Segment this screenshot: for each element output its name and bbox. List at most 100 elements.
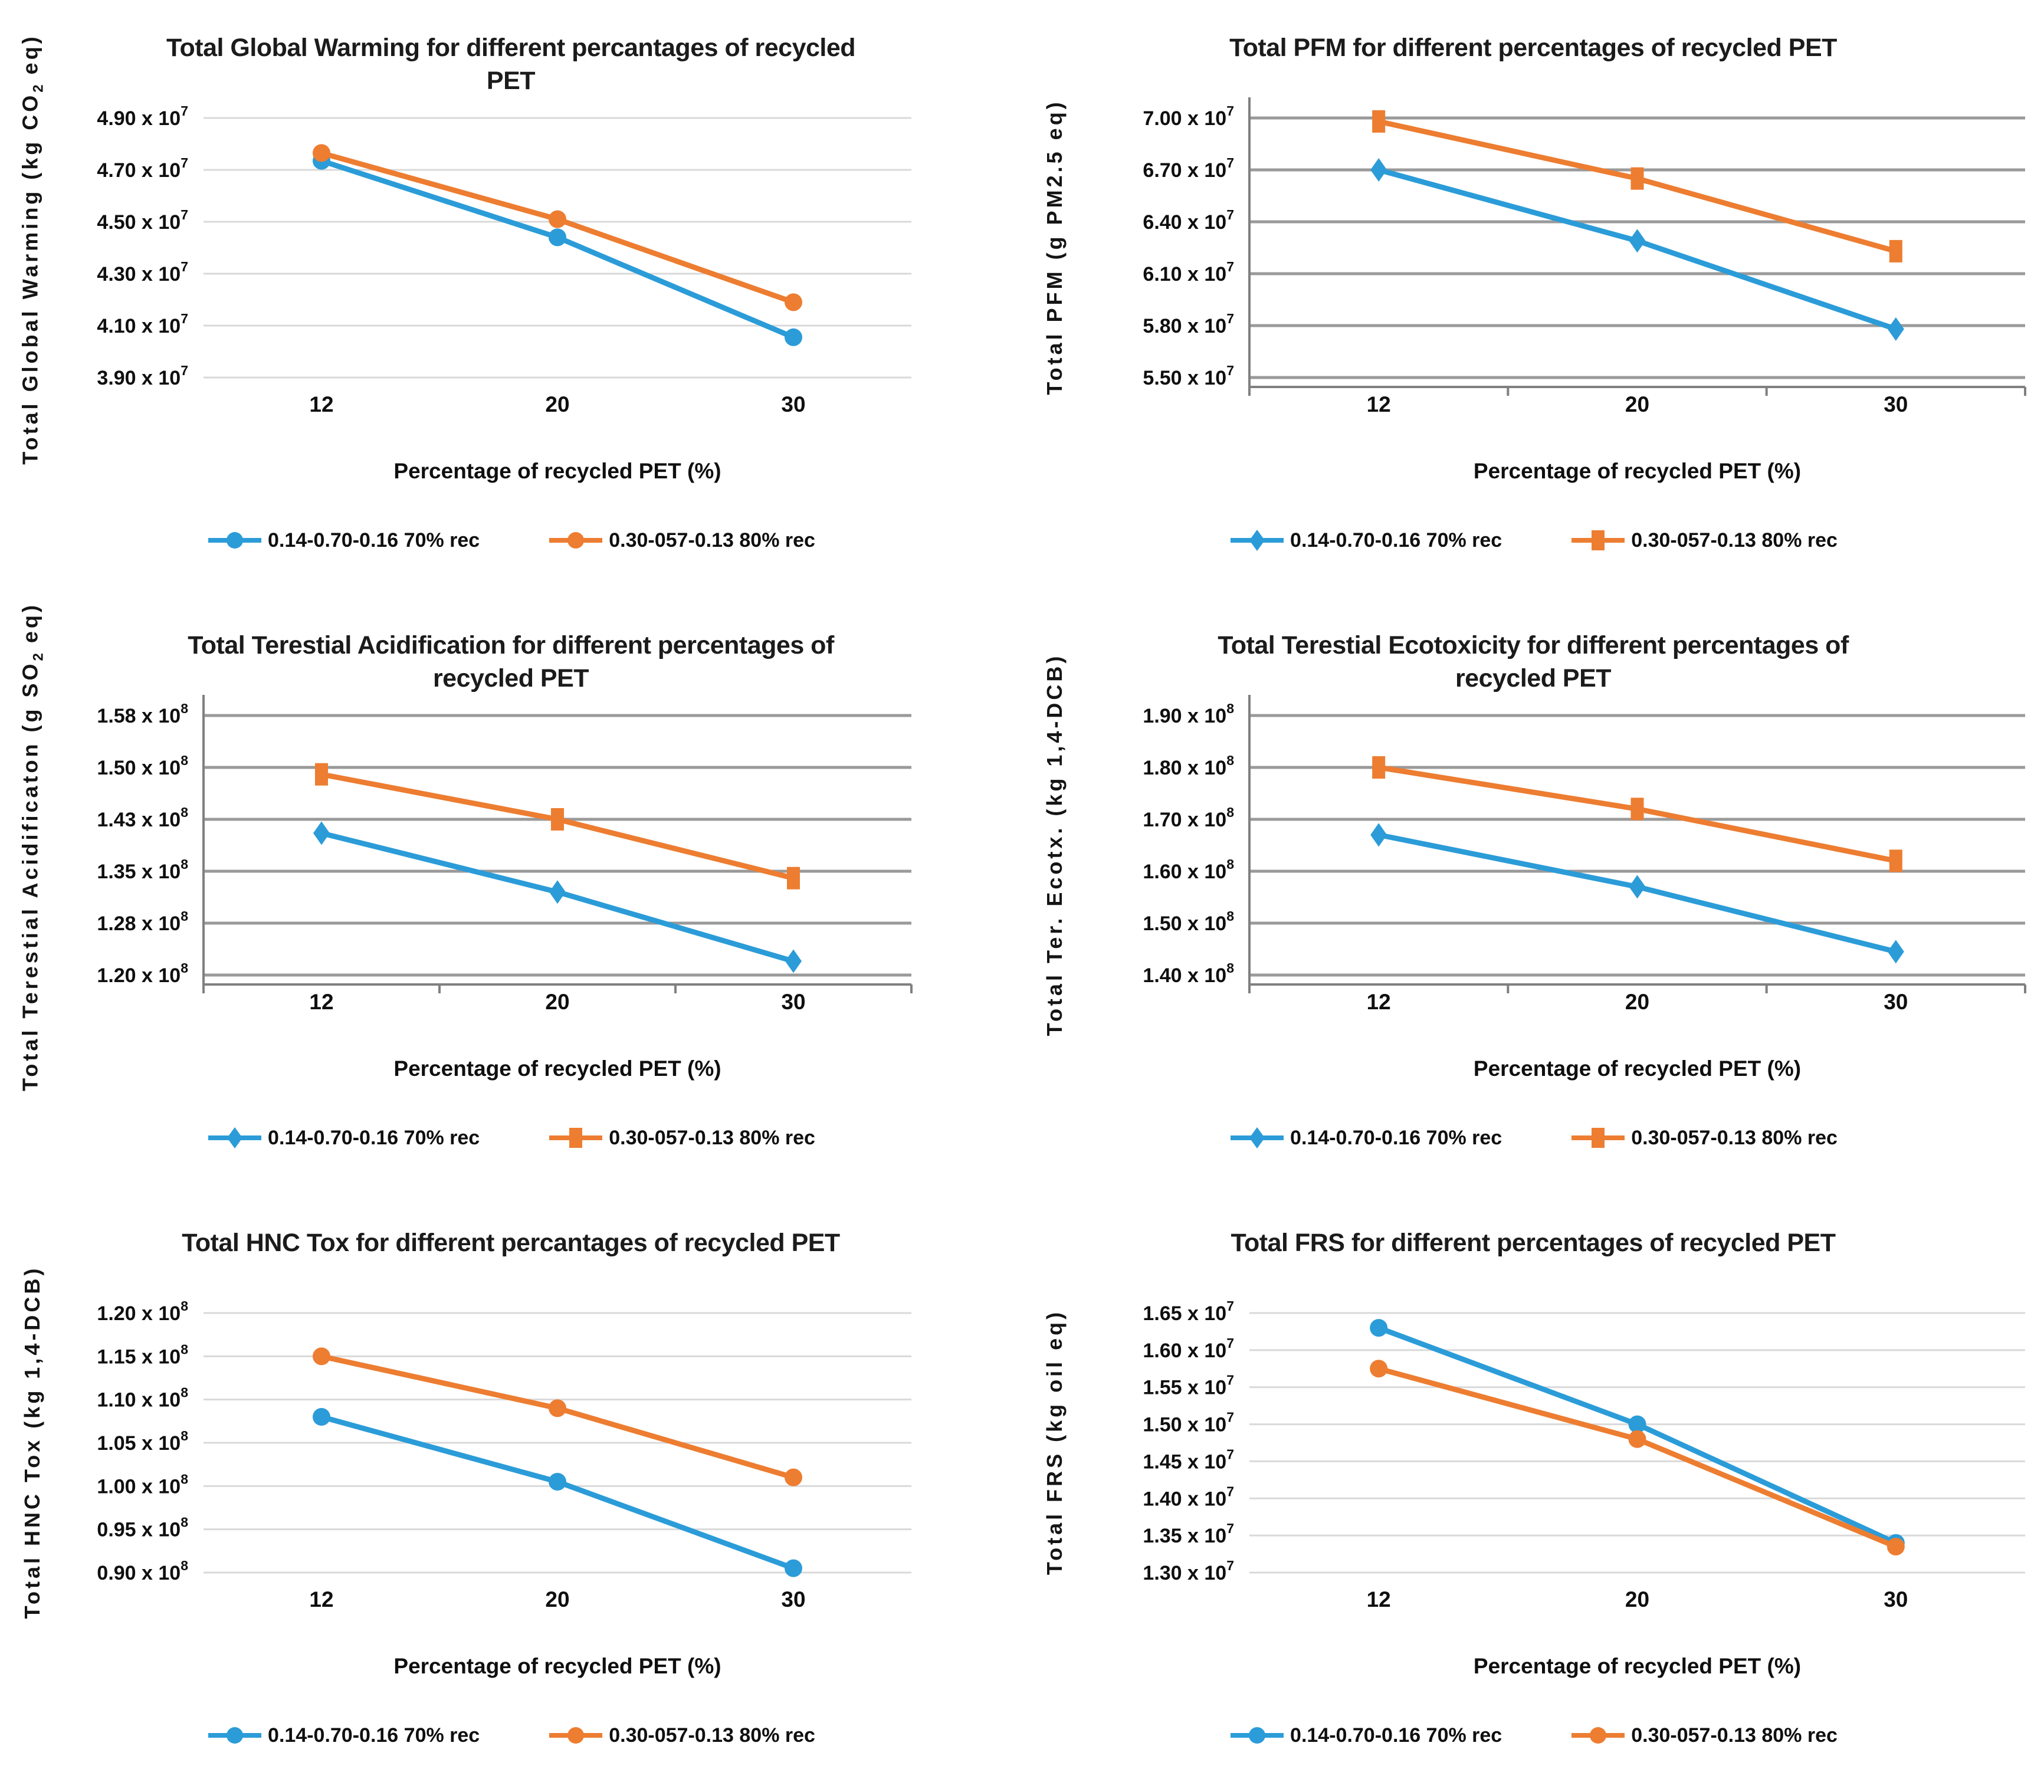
y-tick-label: 1.80 x 108 xyxy=(1143,753,1234,779)
legend-marker-icon xyxy=(549,1727,603,1744)
y-tick-label: 1.50 x 108 xyxy=(1143,908,1234,935)
legend-label: 0.14-0.70-0.16 70% rec xyxy=(1290,1126,1502,1149)
y-tick-labels: 1.65 x 107 1.60 x 107 1.55 x 107 1.50 x 107… xyxy=(1143,1298,1234,1584)
x-tick-labels: 12 20 30 xyxy=(204,990,911,1015)
x-tick-labels: 12 20 30 xyxy=(204,392,911,417)
gridlines xyxy=(204,117,911,379)
data-point-marker xyxy=(785,1468,802,1486)
data-point-marker xyxy=(1628,1415,1646,1433)
legend-marker-icon xyxy=(1571,530,1625,550)
chart-title: Total PFM for different percentages of r… xyxy=(1229,33,1837,62)
y-tick-label: 1.15 x 108 xyxy=(97,1341,188,1368)
legend-marker-icon xyxy=(549,1128,603,1148)
legend-marker-icon xyxy=(208,532,262,549)
y-tick-label: 1.30 x 107 xyxy=(1143,1558,1234,1584)
axis-lines xyxy=(1248,695,2026,993)
series-blue xyxy=(313,1408,802,1577)
series-blue xyxy=(313,152,802,346)
y-tick-labels: 4.90 x 107 4.70 x 107 4.50 x 107 4.30 x 107… xyxy=(97,103,188,389)
x-axis-label: Percentage of recycled PET (%) xyxy=(1473,459,1802,483)
data-point-marker xyxy=(1370,158,1387,182)
chart-title: Total HNC Tox for different percantages … xyxy=(182,1228,840,1257)
x-tick-label: 30 xyxy=(781,1587,806,1612)
legend-item: 0.30-057-0.13 80% rec xyxy=(547,527,815,554)
gridlines xyxy=(204,1312,911,1574)
legend-marker-icon xyxy=(1571,1727,1625,1744)
y-tick-label: 1.50 x 108 xyxy=(97,753,188,779)
x-tick-label: 20 xyxy=(545,990,570,1014)
axis-lines xyxy=(1248,97,2026,396)
y-tick-label: 6.70 x 107 xyxy=(1143,155,1234,182)
legend-label: 0.14-0.70-0.16 70% rec xyxy=(268,1126,480,1149)
y-tick-labels: 7.00 x 107 6.70 x 107 6.40 x 107 6.10 x 107… xyxy=(1143,103,1234,389)
legend-item: 0.14-0.70-0.16 70% rec xyxy=(206,527,480,554)
x-tick-label: 12 xyxy=(1366,392,1391,416)
y-tick-label: 0.90 x 108 xyxy=(97,1558,188,1584)
y-tick-label: 1.70 x 108 xyxy=(1143,805,1234,831)
data-point-marker xyxy=(549,1399,566,1417)
chart-total-pfm: Total PFM for different percentages of r… xyxy=(1022,0,2044,597)
legend-label: 0.30-057-0.13 80% rec xyxy=(609,529,815,552)
x-tick-labels: 12 20 30 xyxy=(1249,392,2025,417)
legend-marker-icon xyxy=(1231,1727,1284,1744)
x-axis-label: Percentage of recycled PET (%) xyxy=(1473,1654,1802,1678)
y-tick-label: 4.70 x 107 xyxy=(97,155,188,182)
plot-area: 1.58 x 108 1.50 x 108 1.43 x 108 1.35 x 108… xyxy=(97,695,913,993)
y-tick-labels: 1.20 x 108 1.15 x 108 1.10 x 108 1.05 x 108… xyxy=(97,1298,188,1584)
series-blue xyxy=(1370,158,1904,341)
plot-area: 1.90 x 108 1.80 x 108 1.70 x 108 1.60 x 108… xyxy=(1143,695,2026,993)
chart-total-terestial-ecotoxicity: Total Terestial Ecotoxicity for differen… xyxy=(1022,598,2044,1194)
legend-item: 0.30-057-0.13 80% rec xyxy=(547,1722,815,1749)
series-orange xyxy=(313,1347,802,1486)
x-tick-label: 20 xyxy=(545,392,570,416)
x-tick-label: 20 xyxy=(1625,392,1650,416)
data-point-marker xyxy=(1886,1538,1905,1555)
x-tick-label: 12 xyxy=(1366,990,1391,1014)
legend-item: 0.14-0.70-0.16 70% rec xyxy=(1229,1722,1502,1749)
legend-label: 0.30-057-0.13 80% rec xyxy=(609,1126,815,1149)
legend-marker-icon xyxy=(1571,1128,1625,1148)
data-point-marker xyxy=(313,1408,330,1426)
series-blue xyxy=(313,821,802,973)
axis-lines xyxy=(202,695,913,993)
y-tick-label: 1.58 x 108 xyxy=(97,701,188,727)
plot-area: 1.65 x 107 1.60 x 107 1.55 x 107 1.50 x 107… xyxy=(1143,1298,2025,1584)
legend: 0.14-0.70-0.16 70% rec 0.30-057-0.13 80% … xyxy=(1022,1124,2044,1151)
legend-item: 0.14-0.70-0.16 70% rec xyxy=(1229,1124,1502,1151)
data-point-marker xyxy=(1370,1319,1388,1337)
series-orange xyxy=(1372,756,1902,872)
data-point-marker xyxy=(549,228,566,247)
data-point-marker xyxy=(1370,823,1387,847)
x-axis-label: Percentage of recycled PET (%) xyxy=(393,1654,721,1678)
legend-label: 0.14-0.70-0.16 70% rec xyxy=(1290,1724,1502,1747)
y-tick-label: 1.10 x 108 xyxy=(97,1385,188,1412)
data-point-marker xyxy=(549,1473,566,1491)
chart-title: Total Terestial Ecotoxicity for differen… xyxy=(1218,631,1849,692)
chart-total-frs: Total FRS for different percentages of r… xyxy=(1022,1195,2044,1792)
data-point-marker xyxy=(1630,797,1644,820)
data-point-marker xyxy=(549,880,566,904)
data-point-marker xyxy=(1372,756,1386,779)
x-tick-label: 30 xyxy=(1884,1587,1908,1612)
y-tick-label: 1.60 x 108 xyxy=(1143,856,1234,883)
data-point-marker xyxy=(1372,110,1386,133)
legend-item: 0.14-0.70-0.16 70% rec xyxy=(206,1722,480,1749)
gridlines xyxy=(204,714,911,977)
plot-area: 1.20 x 108 1.15 x 108 1.10 x 108 1.05 x 108… xyxy=(97,1298,911,1584)
data-point-marker xyxy=(785,949,802,973)
y-tick-label: 1.35 x 108 xyxy=(97,856,188,883)
x-tick-label: 20 xyxy=(545,1587,570,1612)
y-tick-label: 1.90 x 108 xyxy=(1143,701,1234,727)
data-point-marker xyxy=(549,210,566,228)
legend-item: 0.30-057-0.13 80% rec xyxy=(1570,1722,1838,1749)
x-tick-label: 20 xyxy=(1625,990,1650,1014)
series-orange xyxy=(313,144,802,311)
x-tick-labels: 12 20 30 xyxy=(204,1587,911,1612)
y-tick-label: 4.30 x 107 xyxy=(97,259,188,285)
x-tick-label: 12 xyxy=(309,990,334,1014)
data-point-marker xyxy=(1887,940,1904,964)
y-tick-label: 1.35 x 107 xyxy=(1143,1521,1234,1547)
data-point-marker xyxy=(1629,229,1646,253)
x-tick-label: 20 xyxy=(1625,1587,1650,1612)
y-tick-labels: 1.58 x 108 1.50 x 108 1.43 x 108 1.35 x 108… xyxy=(97,701,188,987)
